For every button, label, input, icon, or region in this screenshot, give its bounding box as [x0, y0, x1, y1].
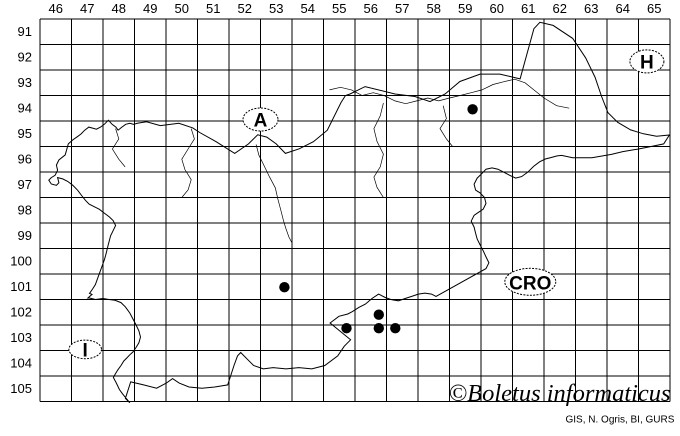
svg-text:51: 51: [206, 1, 220, 16]
svg-text:97: 97: [18, 177, 32, 192]
svg-text:A: A: [254, 111, 268, 132]
svg-text:103: 103: [10, 330, 32, 345]
svg-text:61: 61: [521, 1, 535, 16]
svg-text:65: 65: [647, 1, 661, 16]
svg-text:93: 93: [18, 75, 32, 90]
svg-text:53: 53: [269, 1, 283, 16]
svg-text:©Boletus informaticus: ©Boletus informaticus: [449, 380, 671, 407]
svg-text:46: 46: [49, 1, 63, 16]
svg-text:54: 54: [301, 1, 315, 16]
svg-text:95: 95: [18, 126, 32, 141]
svg-text:48: 48: [112, 1, 126, 16]
svg-text:60: 60: [490, 1, 504, 16]
svg-text:I: I: [83, 341, 88, 362]
svg-text:104: 104: [10, 355, 32, 370]
svg-text:52: 52: [238, 1, 252, 16]
svg-text:63: 63: [584, 1, 598, 16]
svg-text:92: 92: [18, 49, 32, 64]
svg-text:91: 91: [18, 24, 32, 39]
svg-text:50: 50: [175, 1, 189, 16]
svg-text:CRO: CRO: [509, 274, 551, 295]
svg-text:58: 58: [427, 1, 441, 16]
svg-text:49: 49: [143, 1, 157, 16]
svg-text:GIS, N. Ogris, BI, GURS: GIS, N. Ogris, BI, GURS: [566, 415, 675, 426]
svg-text:99: 99: [18, 228, 32, 243]
svg-text:55: 55: [332, 1, 346, 16]
svg-text:98: 98: [18, 202, 32, 217]
svg-text:96: 96: [18, 151, 32, 166]
svg-text:59: 59: [458, 1, 472, 16]
svg-text:47: 47: [80, 1, 94, 16]
svg-text:H: H: [640, 53, 654, 74]
svg-text:100: 100: [10, 253, 32, 268]
svg-text:105: 105: [10, 381, 32, 396]
svg-text:102: 102: [10, 304, 32, 319]
svg-text:56: 56: [364, 1, 378, 16]
svg-text:62: 62: [553, 1, 567, 16]
svg-text:101: 101: [10, 279, 32, 294]
svg-text:94: 94: [18, 100, 32, 115]
svg-text:57: 57: [395, 1, 409, 16]
svg-text:64: 64: [616, 1, 630, 16]
